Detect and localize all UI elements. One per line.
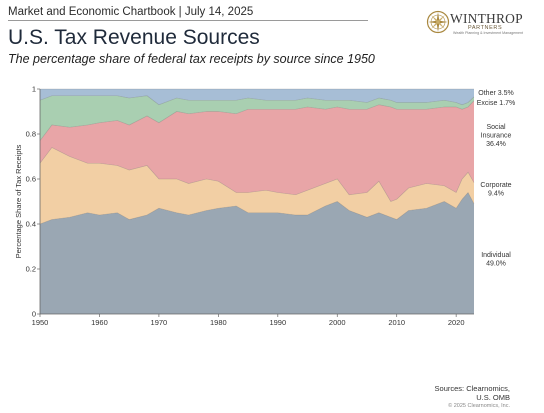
winthrop-logo: WINTHROP PARTNERS Wealth Planning & Inve…: [426, 10, 536, 38]
y-tick-label: 0: [32, 310, 36, 319]
x-tick-label: 1980: [210, 318, 227, 327]
x-tick-label: 1960: [91, 318, 108, 327]
area-corporate: [40, 147, 474, 224]
logo-tagline: Wealth Planning & Investment Management: [453, 31, 524, 35]
sources-line-2: U.S. OMB: [476, 393, 510, 402]
area-individual: [40, 192, 474, 314]
sources-note: Sources: Clearnomics, U.S. OMB: [435, 384, 510, 402]
logo-wordmark: WINTHROP: [450, 11, 523, 26]
x-tick-label: 1990: [269, 318, 286, 327]
page-subtitle: The percentage share of federal tax rece…: [8, 52, 375, 66]
area-excise: [40, 95, 474, 141]
y-tick-label: 0.6: [26, 175, 36, 184]
y-tick-label: 0.2: [26, 265, 36, 274]
x-tick-label: 1970: [151, 318, 168, 327]
header-divider: [8, 20, 368, 21]
compass-rose-icon: [426, 10, 450, 34]
line-individual: [39, 191, 475, 225]
x-tick-label: 2020: [448, 318, 465, 327]
line-excise: [39, 95, 475, 106]
series-label-individual: 49.0%: [486, 261, 506, 268]
series-label-other: Other 3.5%: [478, 90, 513, 97]
page-title: U.S. Tax Revenue Sources: [8, 26, 260, 49]
y-tick-label: 0.4: [26, 220, 36, 229]
chartbook-header: Market and Economic Chartbook | July 14,…: [8, 6, 254, 18]
y-tick-label: 0.8: [26, 130, 36, 139]
sources-line-1: Sources: Clearnomics,: [434, 384, 510, 393]
copyright-note: © 2025 Clearnomics, Inc.: [448, 403, 510, 409]
series-label-excise: Excise 1.7%: [477, 100, 516, 107]
line-social-insurance: [39, 100, 475, 141]
tax-revenue-chart: 1950 1960 1970 1980 1990 2000 2010 2020 0 0.2 0.4 0…: [14, 85, 516, 328]
x-tick-label: 2010: [388, 318, 405, 327]
x-tick-label: 1950: [32, 318, 49, 327]
series-label-corporate: Corporate: [480, 182, 511, 189]
series-label-social-insurance: Insurance: [481, 132, 512, 139]
x-tick-label: 2000: [329, 318, 346, 327]
series-label-corporate: 9.4%: [488, 190, 504, 197]
series-label-social-insurance: Social: [486, 124, 506, 131]
logo-subtitle: PARTNERS: [468, 25, 503, 31]
area-social-insurance: [40, 100, 474, 202]
y-tick-label: 1: [32, 85, 36, 94]
area-other: [40, 89, 474, 105]
line-corporate: [39, 147, 475, 202]
series-label-social-insurance: 36.4%: [486, 141, 506, 148]
series-label-individual: Individual: [481, 252, 511, 259]
y-axis-title: Percentage Share of Tax Receipts: [14, 144, 23, 258]
